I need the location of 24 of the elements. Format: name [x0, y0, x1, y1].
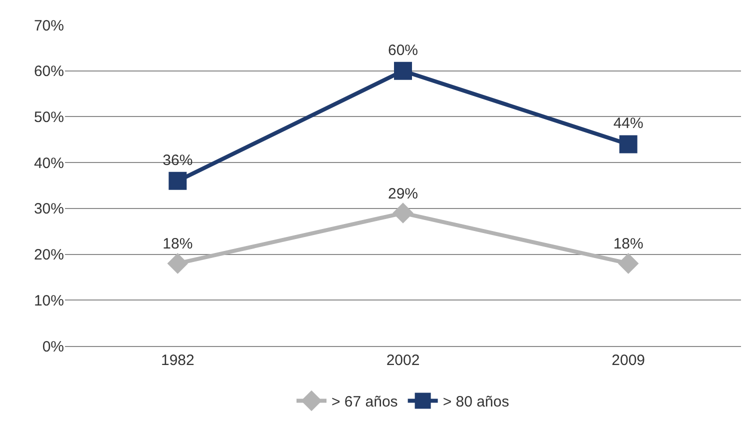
legend-label: > 80 años: [442, 394, 510, 411]
point: [392, 202, 414, 224]
data-label: 29%: [388, 185, 418, 202]
y-tick-label: 0%: [42, 338, 64, 356]
y-tick-label: 40%: [34, 154, 64, 172]
point: [618, 253, 639, 274]
data-label: 18%: [613, 236, 644, 253]
y-tick-label: 50%: [34, 108, 64, 126]
y-tick-label: 30%: [34, 200, 64, 218]
y-tick-label: 60%: [34, 63, 64, 80]
x-tick-label: 1982: [160, 352, 194, 369]
data-label: 44%: [613, 115, 644, 132]
x-tick-label: 2002: [386, 352, 420, 369]
y-tick-label: 10%: [34, 292, 64, 310]
point: [167, 253, 188, 274]
x-tick-label: 2009: [612, 352, 646, 369]
point: [619, 135, 638, 154]
point: [394, 62, 412, 80]
data-label: 60%: [388, 42, 418, 59]
legend-label: > 67 años: [332, 394, 398, 411]
y-tick-label: 20%: [34, 246, 64, 264]
point: [168, 172, 187, 190]
data-label: 18%: [162, 236, 193, 253]
y-tick-label: 70%: [34, 17, 64, 34]
